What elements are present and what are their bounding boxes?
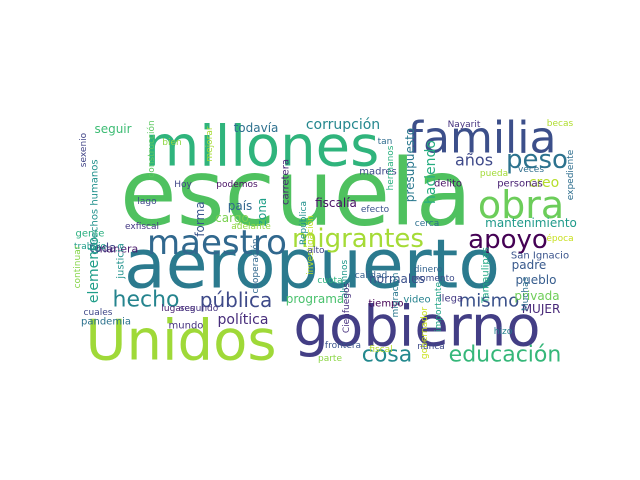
- word-aeropuerto: aeropuerto: [124, 226, 500, 305]
- word-video: video: [403, 295, 430, 306]
- word-tan: tan: [378, 137, 393, 147]
- word-creo: creo: [529, 175, 559, 191]
- word-pueblo: pueblo: [516, 273, 557, 287]
- word-programa: programa: [286, 292, 345, 306]
- word-trabajo: trabajo: [74, 242, 106, 252]
- word-sexenio: sexenio: [79, 132, 89, 167]
- word-derechos-humanos: derechos humanos: [90, 159, 101, 254]
- word-importante: importante: [434, 282, 444, 332]
- word-gente: gente: [76, 229, 105, 240]
- word-carretera: carretera: [281, 159, 292, 205]
- word-madres: madres: [359, 167, 396, 178]
- word-mujer: MUJER: [522, 302, 561, 316]
- word-forma: forma: [193, 201, 207, 236]
- word-adelante: adelante: [231, 222, 271, 232]
- word-hermanos: hermanos: [386, 145, 396, 190]
- word-investigación: investigación: [305, 215, 316, 275]
- word-millones: millones: [145, 115, 380, 180]
- word-delito: delito: [434, 179, 462, 190]
- word-expediente: expediente: [566, 149, 576, 200]
- word-privada: privada: [514, 289, 559, 303]
- word-pueda: pueda: [480, 169, 508, 179]
- word-corrupción: corrupción: [306, 117, 380, 133]
- word-gobierno: gobierno: [293, 295, 540, 360]
- word-normales: normales: [369, 272, 425, 286]
- word-obra: obra: [478, 183, 564, 227]
- word-momento: momento: [411, 274, 455, 284]
- word-fiscal: fiscal: [369, 345, 392, 355]
- word-justicia: justicia: [116, 243, 127, 279]
- word-peso: peso: [506, 145, 568, 175]
- word-llega: llega: [439, 294, 463, 305]
- word-dinero: dinero: [414, 265, 443, 275]
- word-todavía: todavía: [234, 121, 279, 135]
- word-gobernador: gobernador: [420, 307, 430, 359]
- word-lugares: lugares: [161, 304, 194, 314]
- word-años: años: [455, 151, 493, 170]
- word-unidos: Unidos: [85, 309, 276, 374]
- word-presupuesto: presupuesto: [403, 128, 417, 202]
- word-cuota: cuota: [317, 276, 342, 286]
- word-tamaulipas: Tamaulipas: [481, 247, 492, 304]
- word-época: época: [546, 233, 573, 244]
- word-cerca: cerca: [415, 219, 439, 229]
- word-toda: toda: [89, 241, 116, 255]
- word-tiempo: tiempo: [368, 299, 403, 310]
- word-alumnos: alumnos: [340, 259, 350, 298]
- word-cienfuegos: Cienfuegos: [342, 283, 352, 334]
- word-política: política: [218, 312, 269, 328]
- word-lago: lago: [137, 197, 157, 207]
- word-seguir: seguir: [94, 122, 131, 136]
- word-efecto: efecto: [361, 205, 390, 215]
- word-nayarit: Nayarit: [448, 120, 481, 130]
- word-república: República: [299, 201, 309, 245]
- word-mismo: mismo: [459, 291, 519, 312]
- word-construcción: construcción: [146, 120, 157, 177]
- word-fiscalía: fiscalía: [315, 196, 357, 210]
- word-becas: becas: [547, 119, 574, 129]
- word-padre: padre: [512, 258, 547, 272]
- word-personas: personas: [497, 179, 543, 190]
- word-migración: migración: [390, 273, 401, 318]
- word-podemos: podemos: [216, 180, 258, 190]
- word-apoyo: apoyo: [468, 225, 548, 255]
- word-cuales: cuales: [84, 308, 113, 318]
- word-migrantes: migrantes: [292, 224, 424, 254]
- word-hoy: Hoy: [174, 180, 192, 190]
- word-mantenimiento: mantenimiento: [485, 216, 577, 230]
- word-veces: veces: [518, 165, 544, 175]
- word-mundo: mundo: [169, 321, 204, 332]
- word-frontera: frontera: [325, 341, 361, 351]
- word-exfiscal: exfiscal: [125, 222, 159, 232]
- word-país: país: [228, 199, 253, 213]
- word-cosa: cosa: [362, 343, 413, 368]
- word-alto: alto: [307, 246, 325, 256]
- word-calidad: calidad: [355, 271, 387, 281]
- word-maestro: maestro: [147, 223, 287, 263]
- word-haciendo: haciendo: [423, 140, 439, 204]
- word-familia: familia: [408, 113, 557, 164]
- word-pandemia: pandemia: [81, 317, 131, 328]
- word-pública: pública: [200, 288, 272, 312]
- word-manera: manera: [96, 243, 138, 256]
- word-cooperación: cooperación: [250, 238, 261, 293]
- word-escuela: escuela: [120, 140, 472, 247]
- word-mejorar: mejorar: [205, 126, 215, 162]
- word-bien: bien: [162, 138, 181, 148]
- word-cargo: cargo: [215, 211, 249, 225]
- word-parte: parte: [318, 354, 342, 364]
- word-muchas: Muchas: [521, 277, 531, 312]
- word-continuar: continuar: [73, 245, 83, 288]
- word-segundo: segundo: [180, 304, 219, 314]
- word-san-ignacio: San Ignacio: [511, 251, 569, 262]
- word-elemento: elemento: [86, 237, 102, 303]
- word-hizo: hizo: [494, 327, 513, 337]
- word-zona: zona: [255, 198, 269, 227]
- word-nunca: nunca: [417, 342, 445, 352]
- word-hecho: hecho: [113, 288, 180, 313]
- word-educación: educación: [449, 343, 562, 368]
